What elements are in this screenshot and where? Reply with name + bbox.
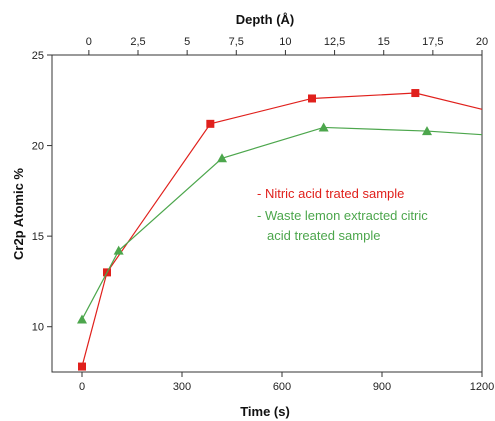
plot-frame [51,54,483,373]
x-axis-title: Time (s) [240,404,290,419]
x-tick-label: 900 [373,381,391,393]
series-1-point [78,362,86,371]
series-1-point [206,119,215,128]
top-x-tick-label: 7,5 [229,36,244,48]
top-x-tick-label: 0 [86,36,92,48]
top-x-tick-label: 2,5 [130,36,145,48]
series-2-point [422,126,432,136]
top-x-tick-label: 5 [184,36,190,48]
series-line-2 [81,126,483,320]
series-1-point [411,89,420,98]
top-x-tick-label: 12,5 [324,36,345,48]
axes [51,54,483,373]
series-layer [77,89,483,371]
top-x-tick-label: 15 [378,36,390,48]
y-tick-label: 20 [32,141,44,153]
y-axis-title: Cr2p Atomic % [11,168,26,260]
ticks: 0 300 600 900 1200 10 15 20 25 0 2,5 5 7,5 10 12,5 15 17… [32,36,494,393]
top-x-tick-label: 20 [476,36,488,48]
series-2-point [318,122,329,132]
x-tick-label: 1200 [470,381,494,393]
y-tick-label: 10 [32,322,44,334]
top-x-tick-label: 17,5 [422,36,443,48]
legend-entry-nitric: - Nitric acid trated sample [257,186,404,201]
x-tick-label: 300 [173,381,191,393]
y-tick-label: 15 [32,231,44,243]
top-axis-title: Depth (Å) [236,12,295,27]
x-tick-label: 600 [273,381,291,393]
legend-entry-lemon-line-1: - Waste lemon extracted citric [257,208,428,223]
series-2-point [217,153,227,163]
y-tick-label: 25 [32,50,44,62]
top-x-tick-label: 10 [279,36,291,48]
legend-entry-lemon-line-2: acid treated sample [267,228,380,243]
series-2-point [113,245,124,255]
series-line-1 [81,92,483,367]
series-2-point [77,314,87,324]
x-tick-label: 0 [79,381,85,393]
legend: - Nitric acid trated sample - Waste lemo… [257,186,428,243]
series-1-point [308,94,316,103]
